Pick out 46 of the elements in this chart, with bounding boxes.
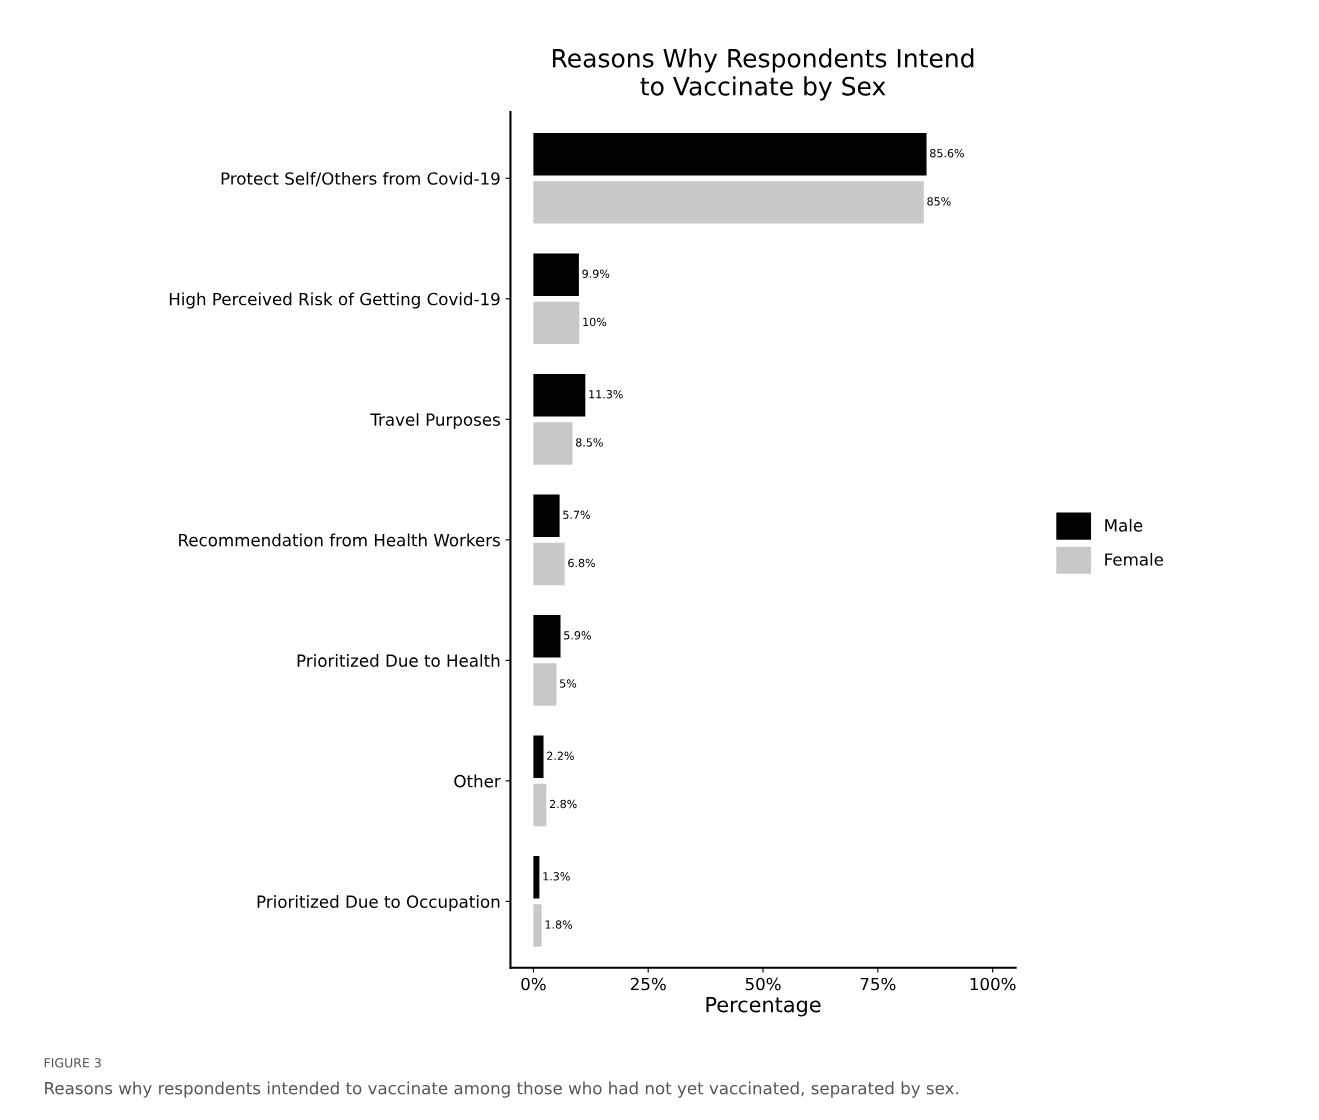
x-tick-label: 0% (521, 977, 546, 991)
data-label: 8.5% (575, 438, 603, 447)
legend-label: Male (1105, 518, 1143, 532)
y-tick-label: Recommendation from Health Workers (179, 533, 500, 547)
data-label: 2.8% (549, 799, 577, 809)
x-axis-title: Percentage (706, 996, 821, 1017)
bar (533, 856, 540, 899)
bar (533, 422, 573, 465)
data-label: 5.7% (563, 510, 590, 519)
x-tick-label: 75% (860, 977, 896, 991)
bar (533, 615, 561, 658)
chart-title: Reasons Why Respondents Intend to Vaccinate by Sex (552, 48, 974, 101)
bar (533, 904, 542, 947)
data-label: 5% (560, 679, 577, 688)
data-label: 9.9% (582, 269, 610, 278)
y-tick-label: High Perceived Risk of Getting Covid-19 (169, 292, 500, 309)
legend-label: Female (1105, 552, 1164, 566)
y-tick-label: Protect Self/Others from Covid-19 (221, 171, 500, 187)
x-tick-label: 50% (745, 977, 781, 991)
data-label: 1.8% (545, 920, 573, 929)
data-label: 5.9% (564, 631, 591, 640)
bar (533, 663, 557, 706)
data-label: 85% (927, 197, 951, 206)
y-tick-label: Prioritized Due to Health (297, 654, 500, 667)
y-tick-label: Travel Purposes (370, 412, 500, 430)
text: Reasons why respondents intended to vaccinate among those who had not yet vaccinated, separated by sex. (45, 1081, 958, 1098)
y-tick-label: Other (454, 774, 501, 788)
bar (533, 542, 565, 586)
y-tick-label: Prioritized Due to Occupation (257, 895, 500, 912)
data-label: 10% (583, 317, 607, 327)
bar (533, 374, 586, 417)
bar (533, 735, 544, 778)
data-label: 11.3% (589, 390, 623, 399)
data-label: 6.8% (568, 558, 596, 568)
x-tick-label: 100% (970, 977, 1016, 991)
bar (533, 253, 579, 296)
bar (533, 181, 924, 224)
data-label: 2.2% (547, 751, 574, 760)
bar (533, 301, 580, 345)
data-label: 85.6% (930, 149, 964, 158)
caption: FIGURE 3 (44, 1058, 101, 1068)
bar (533, 132, 927, 176)
bar (533, 494, 560, 537)
x-tick-label: 25% (630, 977, 666, 991)
bar (533, 783, 547, 827)
data-label: 1.3% (543, 872, 570, 881)
